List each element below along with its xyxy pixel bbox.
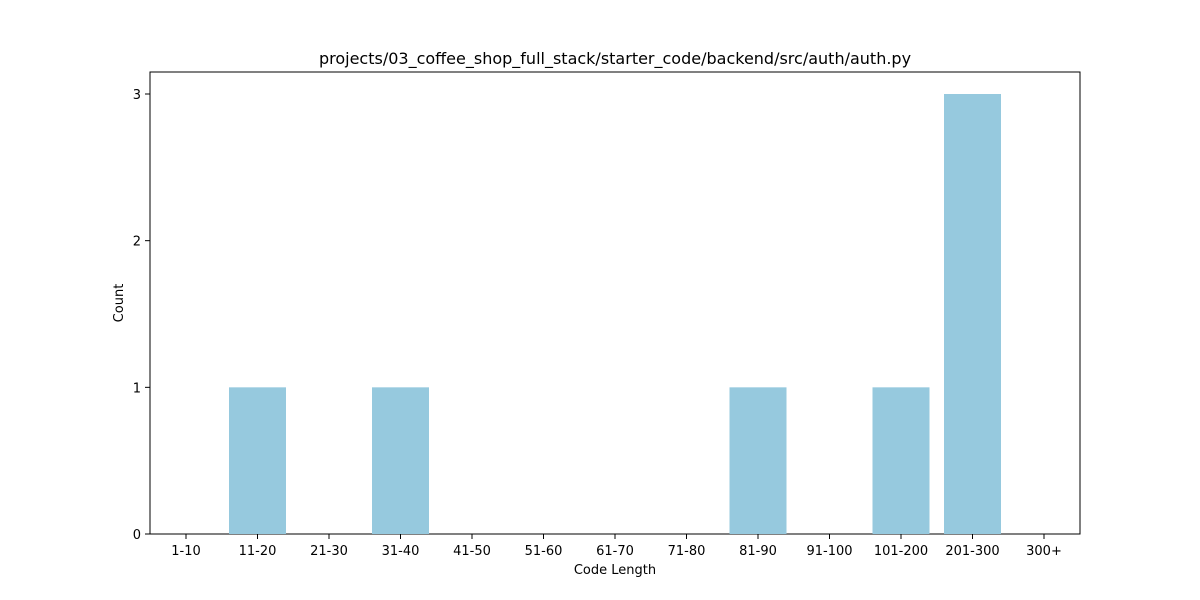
x-tick-label: 71-80	[668, 544, 706, 559]
y-axis-ticks: 0 1 2 3	[133, 88, 150, 543]
x-axis-ticks: 1-10 11-20 21-30 31-40 41-50 51-60 61-70 71-80 8…	[171, 534, 1062, 559]
plot-area-frame	[149, 71, 1081, 535]
x-tick-label: 81-90	[739, 544, 777, 559]
x-tick-label: 1-10	[171, 544, 201, 559]
x-tick-label: 11-20	[239, 544, 277, 559]
x-tick-label: 201-300	[945, 544, 999, 559]
y-tick-label: 3	[133, 88, 141, 103]
bar-31-40	[372, 387, 429, 534]
bar-201-300	[944, 94, 1001, 534]
x-tick-label: 51-60	[525, 544, 563, 559]
y-tick-label: 1	[133, 381, 141, 396]
y-tick-label: 0	[133, 528, 141, 543]
x-axis-label: Code Length	[574, 563, 656, 578]
bar-group	[229, 94, 1001, 534]
x-tick-label: 101-200	[874, 544, 928, 559]
x-tick-label: 21-30	[310, 544, 348, 559]
x-tick-label: 61-70	[596, 544, 634, 559]
chart-title: projects/03_coffee_shop_full_stack/start…	[319, 49, 911, 69]
bar-81-90	[729, 387, 787, 534]
y-axis-label: Count	[112, 284, 127, 323]
x-tick-label: 91-100	[806, 544, 852, 559]
y-tick-label: 2	[133, 235, 141, 250]
x-tick-label: 41-50	[453, 544, 491, 559]
x-tick-label: 31-40	[382, 544, 420, 559]
x-tick-label: 300+	[1026, 544, 1062, 559]
bar-11-20	[229, 387, 286, 534]
bar-101-200	[872, 387, 930, 534]
